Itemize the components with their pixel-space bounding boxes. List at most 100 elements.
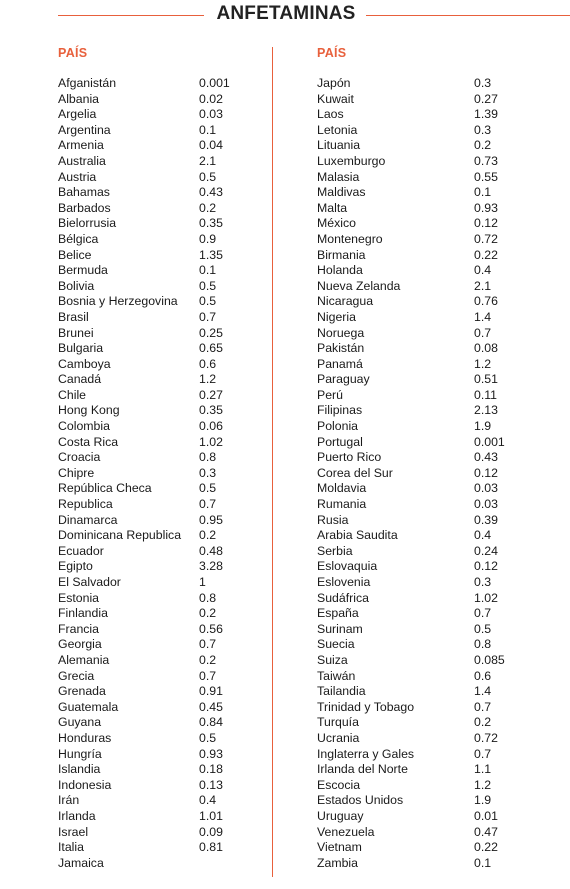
country-name: Indonesia [58, 777, 112, 792]
table-column-right: PAÍS Japón 0.3 Kuwait 0.27 Laos 1.39 Letonia 0.… [317, 46, 547, 871]
country-value: 0.13 [199, 777, 223, 792]
table-row: Nueva Zelanda 2.1 [317, 279, 547, 295]
table-row: Estados Unidos 1.9 [317, 793, 547, 809]
country-name: Bielorrusia [58, 216, 117, 231]
table-row: Eslovenia 0.3 [317, 575, 547, 591]
country-value: 0.06 [199, 419, 223, 434]
table-row: Puerto Rico 0.43 [317, 450, 547, 466]
country-name: Bolivia [58, 278, 95, 293]
country-name: Malasia [317, 169, 360, 184]
column-divider [272, 47, 273, 877]
country-value: 0.12 [474, 559, 498, 574]
table-row: Portugal 0.001 [317, 435, 547, 451]
country-value: 1.2 [474, 356, 492, 371]
table-row: Suiza 0.085 [317, 653, 547, 669]
country-name: Zambia [317, 855, 359, 870]
table-row: Bulgaria 0.65 [58, 341, 268, 357]
table-row: Dominicana Republica 0.2 [58, 528, 268, 544]
country-value: 0.81 [199, 840, 223, 855]
country-name: Italia [58, 840, 84, 855]
country-name: Alemania [58, 652, 110, 667]
country-value: 1.9 [474, 793, 492, 808]
country-name: Surinam [317, 621, 363, 636]
table-row: Moldavia 0.03 [317, 481, 547, 497]
table-row: Pakistán 0.08 [317, 341, 547, 357]
country-value: 0.001 [199, 76, 230, 90]
country-name: Hong Kong [58, 403, 120, 418]
country-name: Estonia [58, 590, 100, 605]
table-row: Ucrania 0.72 [317, 731, 547, 747]
table-row: Bolivia 0.5 [58, 279, 268, 295]
country-name: Nicaragua [317, 294, 374, 309]
country-name: Pakistán [317, 341, 365, 356]
country-value: 0.2 [199, 528, 217, 543]
table-row: Argentina 0.1 [58, 123, 268, 139]
country-value: 0.5 [474, 621, 492, 636]
country-name: Panamá [317, 356, 363, 371]
country-value: 0.35 [199, 403, 223, 418]
country-value: 1.39 [474, 107, 498, 122]
table-row: Vietnam 0.22 [317, 840, 547, 856]
country-value: 0.24 [474, 543, 498, 558]
country-value: 0.2 [199, 606, 217, 621]
country-name: Eslovaquia [317, 559, 378, 574]
country-value: 0.39 [474, 512, 498, 527]
table-row: Indonesia 0.13 [58, 778, 268, 794]
country-name: Taiwán [317, 668, 356, 683]
country-value: 1.4 [474, 309, 492, 324]
country-value: 1.2 [474, 777, 492, 792]
country-name: Portugal [317, 434, 363, 449]
country-value: 0.12 [474, 465, 498, 480]
country-value: 0.47 [474, 824, 498, 839]
country-value: 0.2 [474, 715, 492, 730]
country-value: 1.4 [474, 684, 492, 699]
country-name: Finlandia [58, 606, 108, 621]
country-name: Moldavia [317, 481, 367, 496]
country-value: 0.25 [199, 325, 223, 340]
table-row: Perú 0.11 [317, 388, 547, 404]
table-row: Venezuela 0.47 [317, 825, 547, 841]
country-name: Francia [58, 621, 100, 636]
country-value: 0.11 [474, 387, 498, 402]
country-name: Irlanda [58, 808, 96, 823]
country-value: 1.02 [199, 434, 223, 449]
country-name: Sudáfrica [317, 590, 369, 605]
table-row: Taiwán 0.6 [317, 669, 547, 685]
country-value: 0.7 [199, 497, 217, 512]
country-value: 0.7 [474, 325, 492, 340]
country-name: Hungría [58, 746, 102, 761]
country-value: 0.01 [474, 808, 498, 823]
table-row: Irlanda 1.01 [58, 809, 268, 825]
table-row: Estonia 0.8 [58, 591, 268, 607]
country-value: 0.5 [199, 294, 217, 309]
country-name: Israel [58, 824, 89, 839]
country-value: 0.51 [474, 372, 498, 387]
country-name: Laos [317, 107, 344, 122]
country-name: Inglaterra y Gales [317, 746, 415, 761]
table-row: Afganistán 0.001 [58, 76, 268, 92]
country-name: Bahamas [58, 185, 110, 200]
country-name: Arabia Saudita [317, 528, 398, 543]
table-row: Kuwait 0.27 [317, 92, 547, 108]
table-row: Serbia 0.24 [317, 544, 547, 560]
country-value: 0.3 [199, 465, 217, 480]
table-row: Arabia Saudita 0.4 [317, 528, 547, 544]
country-name: Japón [317, 76, 351, 90]
table-row: Jamaica [58, 856, 268, 872]
country-name: España [317, 606, 359, 621]
country-value: 0.6 [199, 356, 217, 371]
table-row: Nigeria 1.4 [317, 310, 547, 326]
table-row: Sudáfrica 1.02 [317, 591, 547, 607]
column-header: PAÍS [317, 46, 347, 60]
table-row: Bélgica 0.9 [58, 232, 268, 248]
country-name: Vietnam [317, 840, 362, 855]
country-value: 0.5 [199, 278, 217, 293]
country-name: Camboya [58, 356, 111, 371]
country-value: 0.18 [199, 762, 223, 777]
country-value: 0.04 [199, 138, 223, 153]
country-value: 0.6 [474, 668, 492, 683]
country-name: Bulgaria [58, 341, 104, 356]
country-name: Malta [317, 200, 348, 215]
country-value: 0.76 [474, 294, 498, 309]
country-value: 0.7 [199, 309, 217, 324]
